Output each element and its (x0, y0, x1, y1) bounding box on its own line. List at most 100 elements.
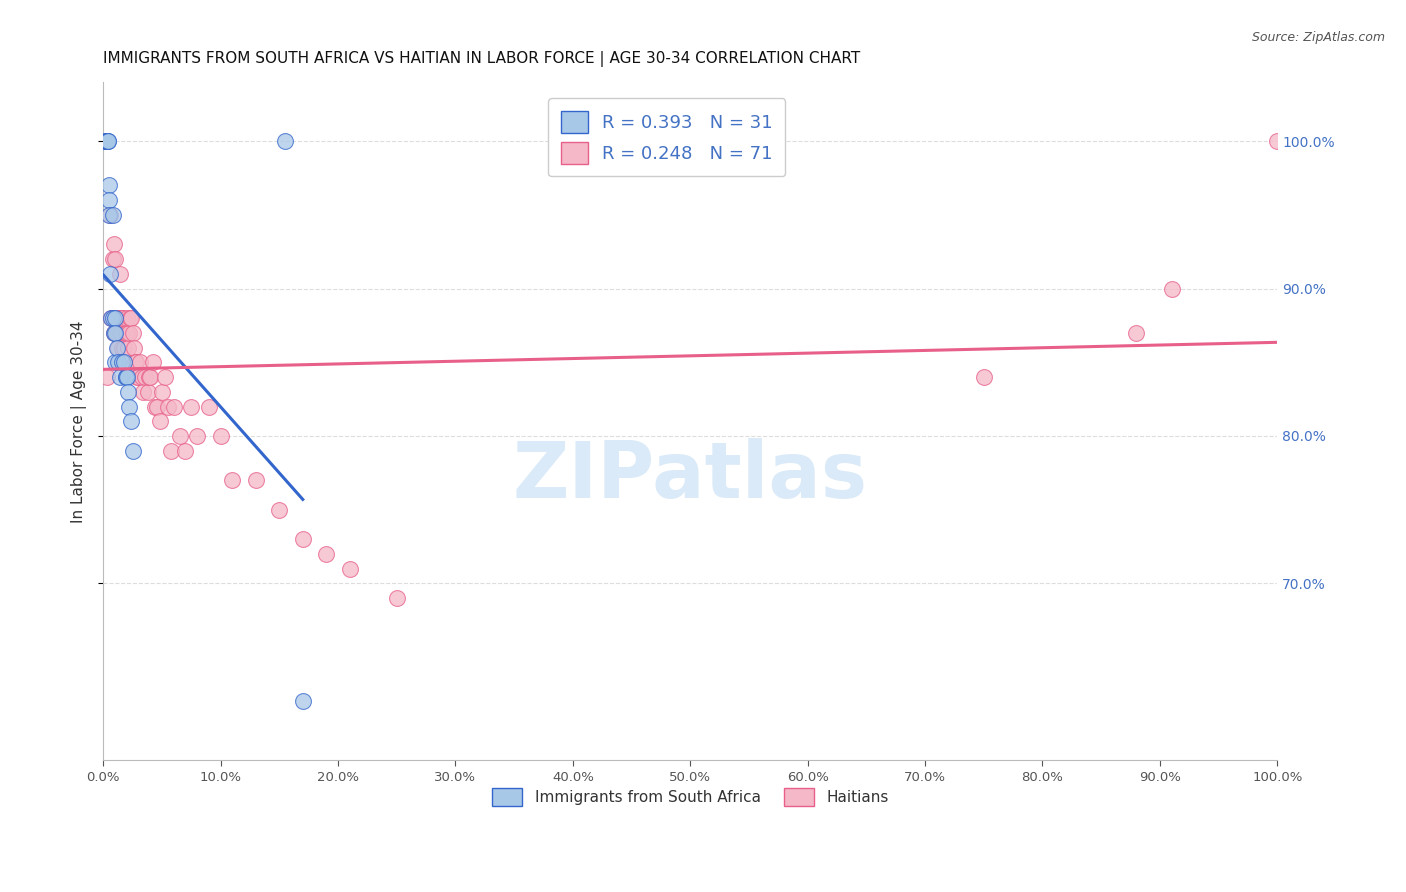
Point (107, 355, 129, 369)
Point (110, 311, 132, 326)
Point (134, 370, 156, 384)
Point (122, 341, 145, 355)
Point (136, 384, 159, 399)
Point (131, 370, 153, 384)
Point (112, 355, 135, 369)
Point (104, 355, 127, 369)
Point (94, 134, 117, 148)
Point (100, 311, 122, 326)
Point (156, 400, 179, 414)
Point (100, 311, 122, 326)
Point (111, 311, 134, 326)
Point (121, 443, 143, 458)
Text: ZIPatlas: ZIPatlas (513, 437, 868, 514)
Point (112, 341, 135, 355)
Point (108, 370, 131, 384)
Point (114, 370, 136, 384)
Point (111, 341, 134, 355)
Point (105, 311, 128, 326)
Point (245, 473, 267, 487)
Point (198, 400, 221, 414)
Point (108, 267, 131, 281)
Point (120, 414, 142, 428)
Point (107, 326, 129, 340)
Point (101, 252, 124, 266)
Point (124, 355, 146, 369)
Point (115, 370, 138, 384)
Point (117, 341, 139, 355)
Point (114, 370, 136, 384)
Point (118, 326, 141, 340)
Point (274, 134, 297, 148)
Point (125, 355, 148, 369)
Point (105, 326, 128, 340)
Point (96, 370, 118, 384)
Point (180, 400, 202, 414)
Point (155, 370, 177, 384)
Point (98, 208, 121, 222)
Point (139, 370, 162, 384)
Point (97, 134, 120, 148)
Point (103, 326, 125, 340)
Point (127, 370, 149, 384)
Text: Source: ZipAtlas.com: Source: ZipAtlas.com (1251, 31, 1385, 45)
Point (111, 355, 134, 369)
Point (163, 400, 186, 414)
Point (103, 237, 125, 252)
Point (1160, 281, 1182, 295)
Point (146, 400, 169, 414)
Point (160, 443, 183, 458)
Point (96, 134, 118, 148)
Point (150, 384, 173, 399)
Point (115, 326, 138, 340)
Point (103, 326, 125, 340)
Point (93, 134, 115, 148)
Point (169, 429, 191, 443)
Point (141, 355, 163, 369)
Point (107, 341, 129, 355)
Point (121, 326, 143, 340)
Y-axis label: In Labor Force | Age 30-34: In Labor Force | Age 30-34 (72, 320, 87, 523)
Point (186, 429, 208, 443)
Point (127, 370, 149, 384)
Point (269, 502, 291, 516)
Point (148, 414, 170, 428)
Point (104, 311, 127, 326)
Text: IMMIGRANTS FROM SOUTH AFRICA VS HAITIAN IN LABOR FORCE | AGE 30-34 CORRELATION C: IMMIGRANTS FROM SOUTH AFRICA VS HAITIAN … (103, 51, 860, 67)
Point (108, 326, 131, 340)
Point (105, 341, 128, 355)
Point (1265, 134, 1288, 148)
Point (110, 326, 132, 340)
Point (104, 252, 127, 266)
Point (96, 134, 118, 148)
Point (115, 311, 138, 326)
Point (339, 562, 361, 576)
Point (385, 591, 408, 606)
Point (138, 370, 160, 384)
Point (98, 208, 121, 222)
Point (97, 134, 120, 148)
Point (103, 311, 125, 326)
Point (117, 384, 139, 399)
Point (104, 311, 127, 326)
Point (105, 311, 128, 326)
Point (98, 267, 121, 281)
Point (143, 400, 166, 414)
Point (112, 311, 135, 326)
Point (105, 311, 128, 326)
Point (174, 443, 197, 458)
Legend: Immigrants from South Africa, Haitians: Immigrants from South Africa, Haitians (484, 780, 896, 814)
Point (221, 473, 243, 487)
Point (132, 384, 155, 399)
Point (291, 694, 314, 708)
Point (98, 193, 121, 207)
Point (128, 355, 150, 369)
Point (104, 326, 127, 340)
Point (1125, 326, 1147, 340)
Point (120, 311, 142, 326)
Point (973, 370, 995, 384)
Point (112, 326, 135, 340)
Point (118, 400, 141, 414)
Point (315, 547, 337, 561)
Point (114, 326, 136, 340)
